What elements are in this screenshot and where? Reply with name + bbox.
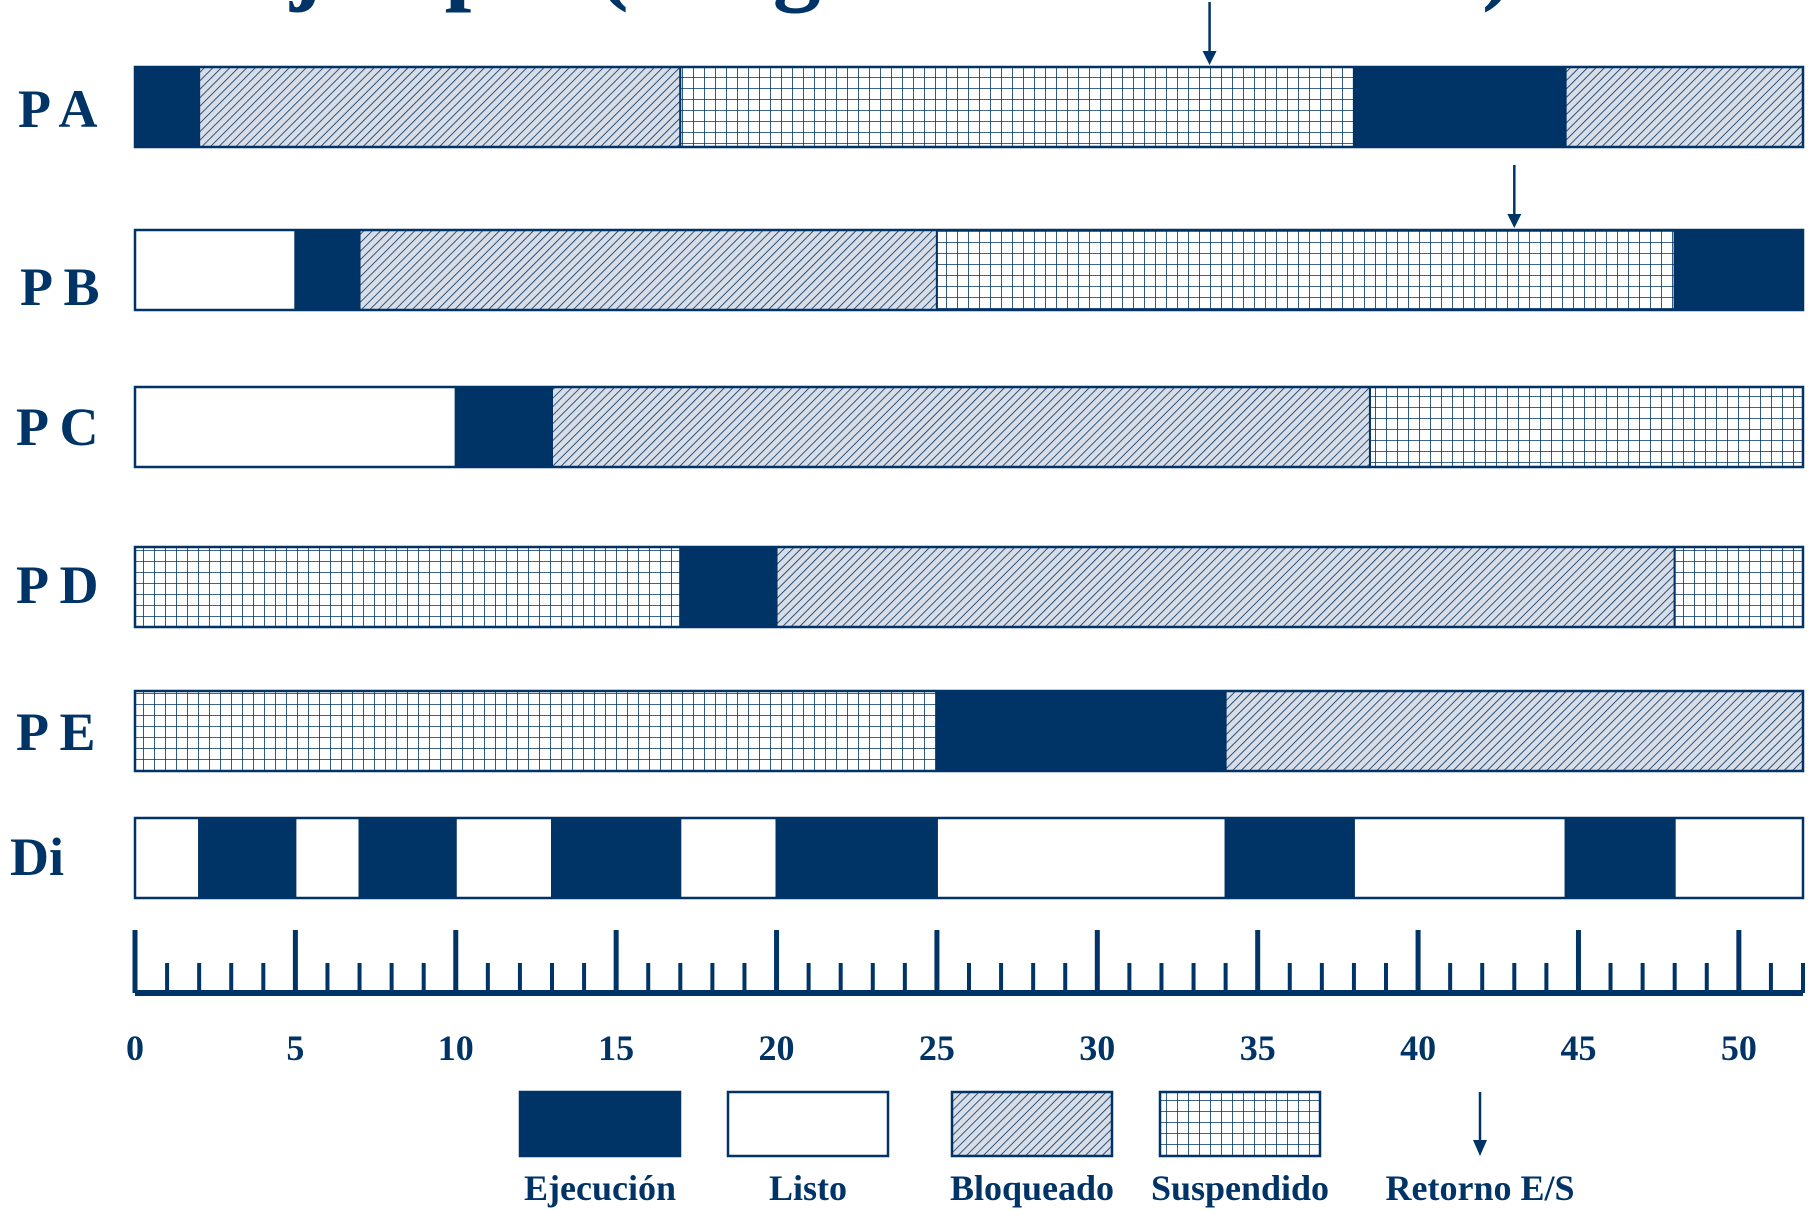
segment-listo (454, 817, 553, 899)
segment-listo (134, 817, 201, 899)
legend-label: Listo (769, 1168, 847, 1208)
segment-listo (1673, 817, 1804, 899)
legend-item-ejecucion: Ejecución (518, 1090, 682, 1208)
segment-ejecucion (1564, 817, 1676, 899)
legend-item-suspendido: Suspendido (1151, 1090, 1329, 1208)
row-frame (133, 385, 1805, 469)
segment-ejecucion (1673, 229, 1804, 311)
segment-ejecucion (454, 386, 553, 468)
segment-listo (935, 817, 1227, 899)
legend-label: Bloqueado (950, 1168, 1114, 1208)
segment-suspendido (134, 546, 682, 628)
tick-label: 40 (1400, 1028, 1436, 1068)
segment-listo (679, 817, 778, 899)
row-label: P B (20, 257, 100, 317)
segment-ejecucion (935, 690, 1227, 772)
row-label: P A (18, 79, 98, 139)
legend-label: Suspendido (1151, 1168, 1329, 1208)
row-label: P C (16, 397, 99, 457)
process-row: P C (16, 385, 1805, 469)
segment-ejecucion (134, 66, 201, 148)
segment-bloqueado (1224, 690, 1804, 772)
row-frame (133, 689, 1805, 773)
legend-item-arrow: Retorno E/S (1386, 1092, 1575, 1208)
row-frame (133, 545, 1805, 629)
segment-suspendido (679, 66, 1355, 148)
process-row: Di (10, 816, 1805, 900)
process-row: P B (20, 228, 1805, 317)
tick-label: 10 (438, 1028, 474, 1068)
row-frame (133, 228, 1805, 312)
io-return-arrows (1202, 2, 1522, 228)
segment-ejecucion (358, 817, 457, 899)
segment-bloqueado (1564, 66, 1804, 148)
legend-label: Ejecución (524, 1168, 676, 1208)
io-return-arrow (1202, 2, 1217, 65)
tick-label: 5 (286, 1028, 304, 1068)
tick-label: 0 (126, 1028, 144, 1068)
segment-listo (134, 229, 297, 311)
segment-ejecucion (551, 817, 682, 899)
legend-swatch (950, 1090, 1114, 1158)
legend-swatch (518, 1090, 682, 1158)
segment-suspendido (1368, 386, 1804, 468)
row-label: P E (16, 702, 96, 762)
segment-ejecucion (198, 817, 297, 899)
process-row: P D (16, 545, 1805, 629)
io-return-arrow (1507, 165, 1522, 228)
process-rows: P A P B P C P D P E Di (10, 65, 1805, 900)
diagram-title: Ejemplo (Diagrama de estados) (226, 0, 1514, 13)
segment-suspendido (935, 229, 1676, 311)
legend: Ejecución Listo Bloqueado Suspendido Retorno… (518, 1090, 1575, 1208)
process-row: P E (16, 689, 1805, 773)
segment-suspendido (1673, 546, 1804, 628)
legend-item-listo: Listo (726, 1090, 890, 1208)
segment-bloqueado (198, 66, 682, 148)
segment-ejecucion (775, 817, 938, 899)
tick-label: 45 (1560, 1028, 1596, 1068)
legend-swatch (726, 1090, 890, 1158)
tick-label: 15 (598, 1028, 634, 1068)
segment-suspendido (134, 690, 938, 772)
segment-bloqueado (775, 546, 1676, 628)
time-axis: 0 5 10 15 20 25 30 35 40 45 50 (126, 930, 1805, 1068)
legend-label: Retorno E/S (1386, 1168, 1575, 1208)
row-label: P D (16, 555, 99, 615)
segment-ejecucion (294, 229, 361, 311)
segment-bloqueado (551, 386, 1371, 468)
tick-label: 35 (1240, 1028, 1276, 1068)
row-label: Di (10, 827, 64, 887)
segment-ejecucion (1352, 66, 1567, 148)
segment-ejecucion (1224, 817, 1355, 899)
legend-item-bloqueado: Bloqueado (950, 1090, 1114, 1208)
process-row: P A (18, 65, 1805, 149)
segment-listo (294, 817, 361, 899)
row-frame (133, 816, 1805, 900)
segment-listo (134, 386, 457, 468)
tick-label: 25 (919, 1028, 955, 1068)
tick-label: 20 (759, 1028, 795, 1068)
row-frame (133, 65, 1805, 149)
tick-label: 30 (1079, 1028, 1115, 1068)
tick-label: 50 (1721, 1028, 1757, 1068)
segment-listo (1352, 817, 1567, 899)
legend-swatch (1158, 1090, 1322, 1158)
segment-bloqueado (358, 229, 938, 311)
segment-ejecucion (679, 546, 778, 628)
